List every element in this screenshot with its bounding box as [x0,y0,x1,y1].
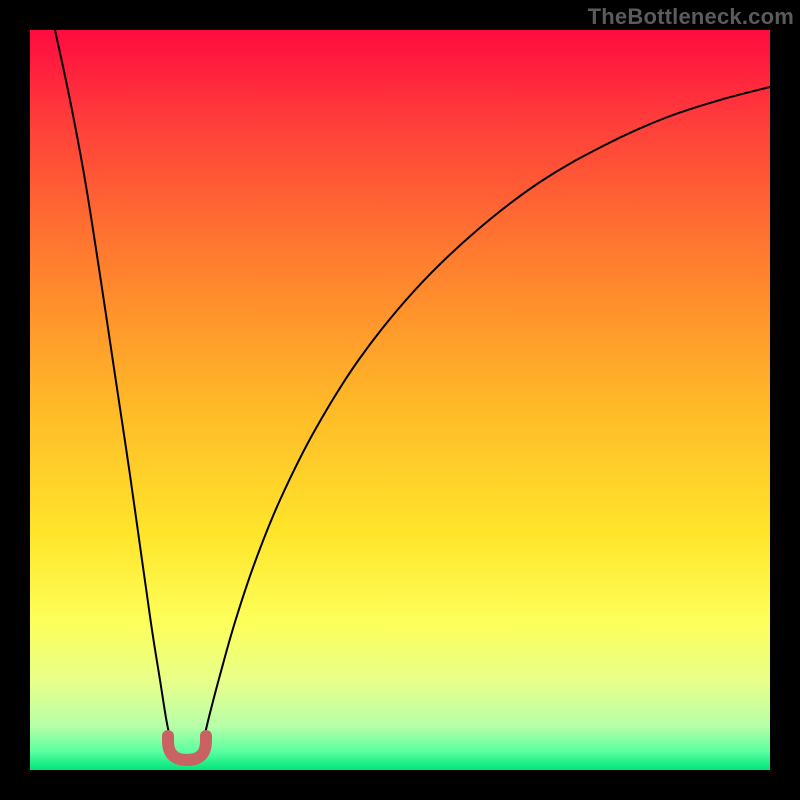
curve-left-branch [55,30,170,738]
watermark-text: TheBottleneck.com [588,4,794,30]
minimum-u-marker [168,736,206,760]
plot-area [30,30,770,770]
bottleneck-curve [30,30,770,770]
curve-right-branch [204,87,770,738]
chart-frame: TheBottleneck.com [0,0,800,800]
